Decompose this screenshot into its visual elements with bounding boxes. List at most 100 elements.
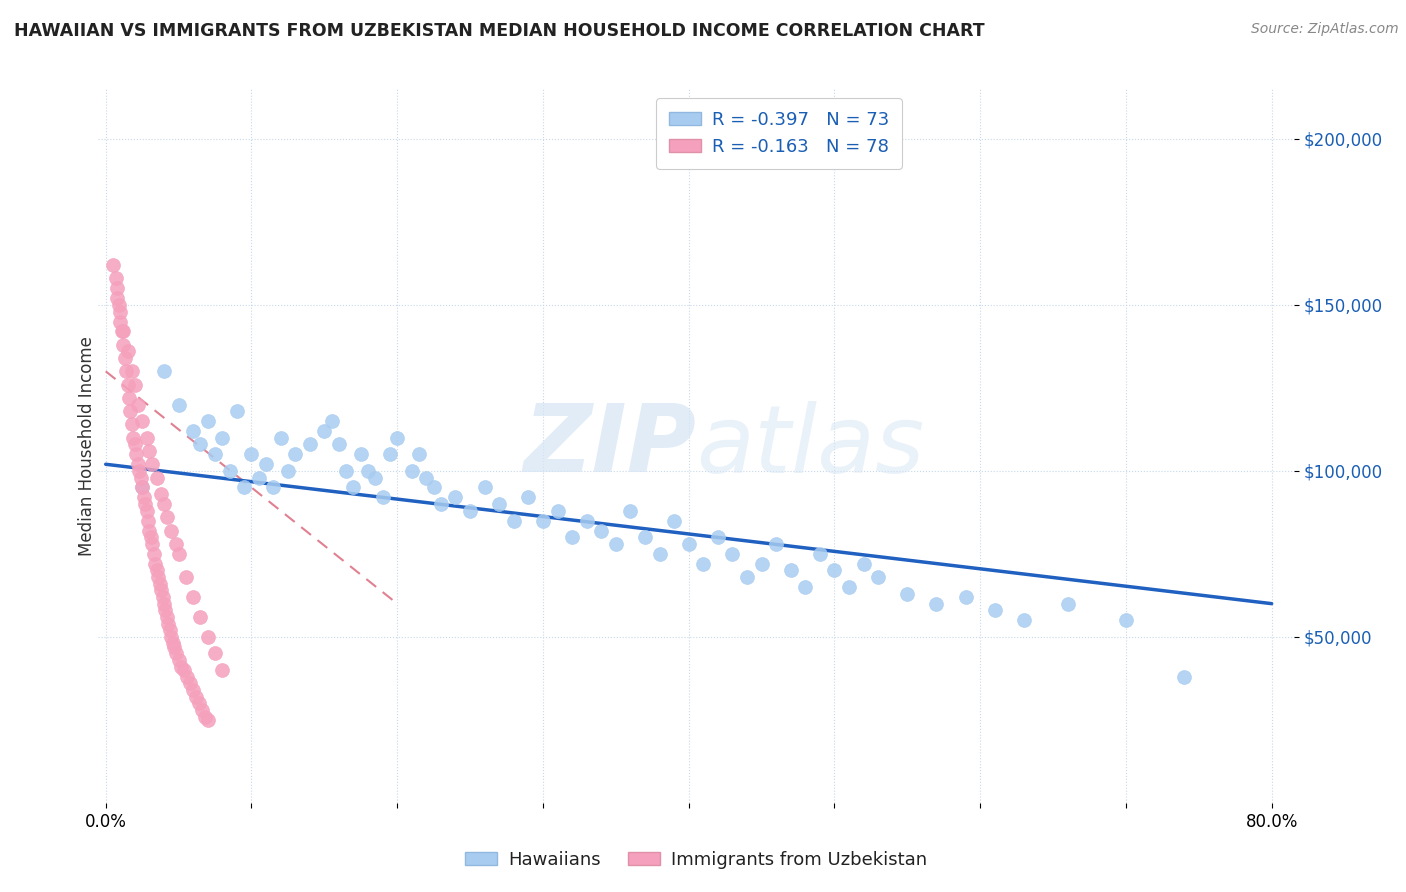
Point — [136, 514, 159, 528]
Point — [167, 547, 190, 561]
Point — [135, 431, 157, 445]
Point — [808, 547, 831, 561]
Point — [342, 481, 364, 495]
Point — [190, 610, 212, 624]
Point — [132, 491, 155, 505]
Point — [127, 397, 149, 411]
Point — [364, 470, 387, 484]
Point — [1173, 670, 1195, 684]
Point — [191, 703, 214, 717]
Point — [335, 464, 357, 478]
Point — [124, 437, 146, 451]
Point — [139, 530, 162, 544]
Point — [262, 481, 284, 495]
Point — [117, 344, 139, 359]
Point — [143, 557, 166, 571]
Point — [101, 258, 124, 272]
Point — [184, 690, 207, 704]
Point — [204, 447, 226, 461]
Text: HAWAIIAN VS IMMIGRANTS FROM UZBEKISTAN MEDIAN HOUSEHOLD INCOME CORRELATION CHART: HAWAIIAN VS IMMIGRANTS FROM UZBEKISTAN M… — [14, 22, 984, 40]
Point — [160, 630, 183, 644]
Point — [167, 653, 190, 667]
Point — [605, 537, 627, 551]
Point — [648, 547, 671, 561]
Point — [153, 497, 176, 511]
Point — [160, 524, 183, 538]
Point — [129, 470, 152, 484]
Point — [190, 437, 212, 451]
Point — [619, 504, 641, 518]
Point — [179, 676, 201, 690]
Point — [174, 570, 197, 584]
Point — [156, 510, 179, 524]
Point — [852, 557, 875, 571]
Point — [735, 570, 758, 584]
Point — [104, 271, 127, 285]
Point — [1115, 613, 1137, 627]
Point — [321, 414, 343, 428]
Point — [131, 481, 153, 495]
Point — [1012, 613, 1035, 627]
Point — [983, 603, 1005, 617]
Point — [415, 470, 437, 484]
Point — [721, 547, 744, 561]
Point — [142, 547, 165, 561]
Point — [925, 597, 948, 611]
Point — [105, 281, 128, 295]
Point — [138, 444, 160, 458]
Point — [868, 570, 890, 584]
Legend: Hawaiians, Immigrants from Uzbekistan: Hawaiians, Immigrants from Uzbekistan — [457, 844, 935, 876]
Point — [662, 514, 685, 528]
Point — [284, 447, 307, 461]
Point — [124, 377, 146, 392]
Point — [314, 424, 336, 438]
Point — [165, 537, 187, 551]
Point — [111, 325, 134, 339]
Point — [112, 338, 135, 352]
Point — [167, 397, 190, 411]
Point — [131, 481, 153, 495]
Point — [141, 457, 163, 471]
Point — [794, 580, 817, 594]
Point — [765, 537, 787, 551]
Point — [138, 524, 160, 538]
Point — [115, 364, 138, 378]
Point — [408, 447, 430, 461]
Point — [127, 457, 149, 471]
Point — [233, 481, 256, 495]
Point — [170, 659, 193, 673]
Point — [430, 497, 453, 511]
Point — [401, 464, 423, 478]
Point — [153, 364, 176, 378]
Point — [134, 497, 156, 511]
Point — [122, 431, 145, 445]
Point — [270, 431, 292, 445]
Y-axis label: Median Household Income: Median Household Income — [79, 336, 96, 556]
Point — [678, 537, 700, 551]
Point — [181, 424, 204, 438]
Point — [575, 514, 598, 528]
Point — [277, 464, 299, 478]
Point — [121, 364, 143, 378]
Point — [173, 663, 195, 677]
Point — [444, 491, 467, 505]
Point — [955, 590, 977, 604]
Point — [118, 391, 141, 405]
Point — [328, 437, 350, 451]
Point — [149, 576, 172, 591]
Point — [181, 590, 204, 604]
Point — [247, 470, 270, 484]
Point — [112, 325, 135, 339]
Point — [155, 603, 177, 617]
Point — [188, 696, 211, 710]
Point — [165, 647, 187, 661]
Point — [357, 464, 380, 478]
Point — [148, 570, 170, 584]
Point — [159, 624, 181, 638]
Point — [121, 417, 143, 432]
Text: Source: ZipAtlas.com: Source: ZipAtlas.com — [1251, 22, 1399, 37]
Point — [531, 514, 554, 528]
Point — [838, 580, 860, 594]
Point — [254, 457, 277, 471]
Point — [474, 481, 496, 495]
